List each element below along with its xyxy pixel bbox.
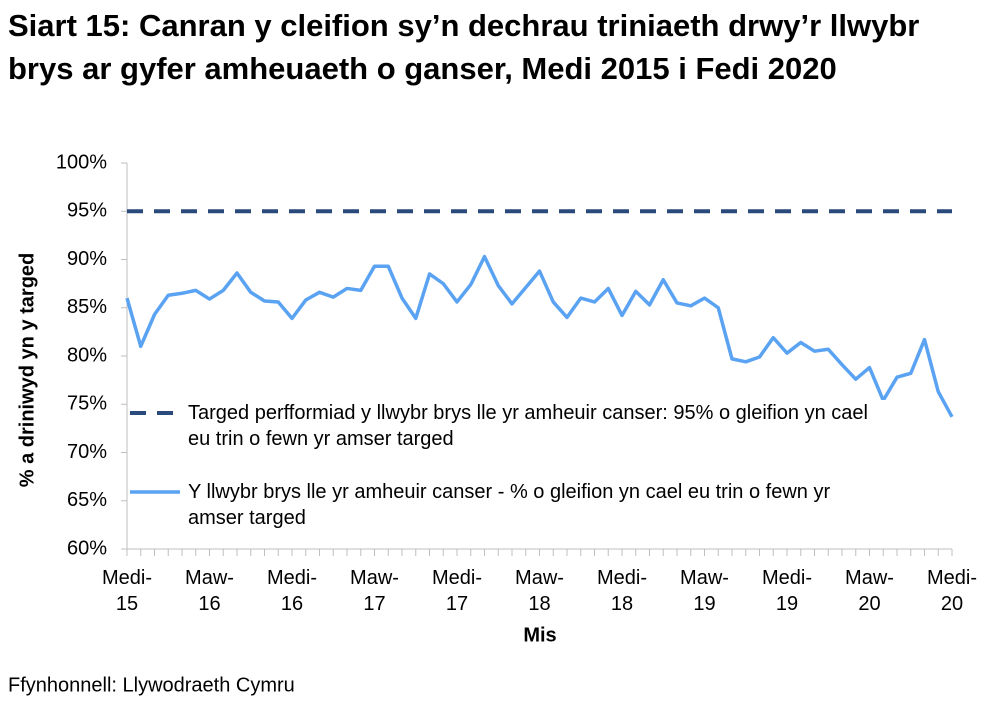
y-tick-label: 90% [67,248,107,270]
x-tick-label: Medi-18 [596,567,647,615]
chart-title: Siart 15: Canran y cleifion sy’n dechrau… [8,8,920,86]
x-tick-label: Maw-16 [185,567,234,615]
y-tick-label: 60% [67,537,107,559]
y-tick-label: 100% [56,151,107,173]
series-line [125,254,954,418]
legend-label: Targed perfformiad y llwybr brys lle yr … [188,400,888,452]
x-tick-label: Medi-19 [761,567,812,615]
y-tick-label: 65% [67,489,107,511]
legend-label: Y llwybr brys lle yr amheuir canser - % … [188,479,888,531]
y-tick-label: 75% [67,393,107,415]
x-tick-label: Medi-17 [431,567,482,615]
y-tick-label: 80% [67,344,107,366]
y-tick-label: 85% [67,296,107,318]
y-axis-label: % a driniwyd yn y targed [16,253,38,488]
source: Ffynhonnell: Llywodraeth Cymru [8,674,295,696]
x-tick-label: Medi-20 [926,567,977,615]
x-tick-label: Maw-18 [515,567,564,615]
x-tick-label: Medi-16 [266,567,317,615]
x-tick-label: Maw-19 [680,567,729,615]
x-tick-label: Medi-15 [101,567,152,615]
x-axis-label: Mis [523,624,556,646]
y-tick-label: 70% [67,441,107,463]
x-tick-label: Maw-17 [350,567,399,615]
y-tick-label: 95% [67,200,107,222]
x-tick-label: Maw-20 [845,567,894,615]
